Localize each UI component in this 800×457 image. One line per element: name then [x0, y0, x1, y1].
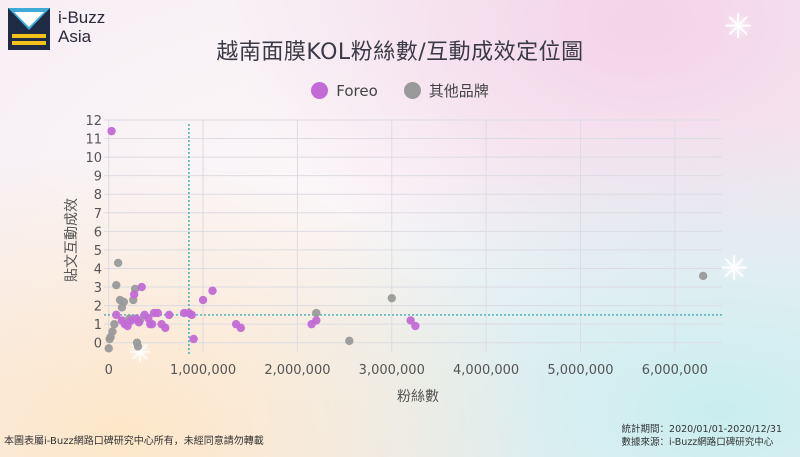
data-point-other-brands	[112, 280, 121, 290]
data-point-other-brands	[387, 293, 396, 303]
data-point-foreo	[137, 282, 146, 292]
brand-name-line2: Asia	[58, 27, 92, 46]
sparkle-icon: ✳	[724, 7, 753, 47]
i-buzz-logo-icon	[8, 8, 50, 50]
chart-legend: Foreo 其他品牌	[0, 80, 800, 101]
data-point-other-brands	[133, 342, 143, 351]
legend-label-other-brands: 其他品牌	[428, 82, 489, 100]
reference-lines	[104, 124, 722, 354]
data-point-foreo	[406, 316, 415, 325]
footer-info: 統計期間：2020/01/01-2020/12/31 數據來源：i-Buzz網路…	[622, 423, 782, 449]
y-tick-label: 6	[94, 225, 102, 240]
x-tick-label: 1,000,000	[170, 363, 236, 378]
x-tick-label: 2,000,000	[264, 363, 330, 378]
data-source: 數據來源：i-Buzz網路口碑研究中心	[621, 437, 774, 448]
data-point-other-brands	[110, 319, 119, 329]
data-point-foreo	[189, 334, 198, 344]
y-tick-label: 8	[94, 188, 102, 203]
y-tick-label: 7	[94, 207, 102, 222]
data-point-other-brands	[345, 336, 354, 346]
x-axis-label: 粉絲數	[397, 389, 439, 405]
stat-period: 統計期間：2020/01/01-2020/12/31	[621, 424, 782, 435]
data-point-other-brands	[104, 344, 113, 353]
data-point-foreo	[198, 295, 208, 305]
data-point-foreo	[129, 290, 139, 299]
y-tick-label: 0	[94, 337, 102, 352]
y-tick-label: 10	[85, 151, 102, 166]
y-tick-label: 11	[85, 133, 102, 148]
x-tick-label: 3,000,000	[359, 363, 425, 378]
y-tick-label: 2	[94, 300, 102, 315]
data-point-foreo	[112, 310, 121, 320]
data-point-foreo	[147, 319, 157, 329]
y-tick-label: 5	[94, 244, 102, 259]
chart-grid	[104, 119, 722, 352]
x-tick-label: 4,000,000	[453, 363, 519, 378]
data-point-foreo	[161, 323, 170, 333]
legend-item-other-brands: 其他品牌	[403, 80, 489, 101]
data-point-foreo	[236, 323, 246, 333]
legend-marker-foreo	[311, 82, 329, 99]
x-tick-label: 5,000,000	[547, 363, 613, 378]
brand-logo: i-Buzz Asia	[8, 8, 105, 50]
data-point-foreo	[312, 316, 321, 325]
x-tick-label: 6,000,000	[642, 363, 708, 378]
data-point-foreo	[107, 126, 116, 136]
chart-title: 越南面膜KOL粉絲數/互動成效定位圖	[216, 40, 584, 65]
data-points	[104, 126, 708, 353]
y-tick-label: 3	[94, 281, 102, 296]
data-point-other-brands	[312, 308, 321, 318]
data-point-foreo	[164, 310, 174, 320]
y-tick-label: 9	[94, 170, 102, 185]
copyright-notice: 本圖表屬i-Buzz網路口碑研究中心所有，未經同意請勿轉載	[4, 436, 264, 447]
data-point-other-brands	[119, 297, 129, 307]
data-point-other-brands	[698, 271, 708, 281]
data-point-other-brands	[113, 258, 123, 268]
data-point-foreo	[208, 286, 217, 295]
legend-item-foreo: Foreo	[311, 80, 378, 101]
x-axis-ticks: 0 1,000,000 2,000,000 3,000,000 4,000,000 5,0…	[105, 363, 708, 378]
data-point-foreo	[187, 310, 196, 320]
x-tick-label: 0	[105, 363, 113, 378]
brand-name-line1: i-Buzz	[58, 8, 106, 27]
data-point-foreo	[134, 318, 144, 327]
sparkle-icon: ✳	[720, 249, 749, 289]
y-axis-label: 貼文互動成效	[64, 198, 80, 282]
data-point-other-brands	[108, 327, 117, 336]
data-point-foreo	[411, 321, 420, 331]
y-tick-label: 4	[94, 262, 102, 277]
y-tick-label: 1	[94, 318, 102, 333]
data-point-foreo	[153, 308, 162, 318]
legend-marker-other-brands	[403, 82, 421, 99]
y-tick-label: 12	[85, 114, 102, 129]
legend-label-foreo: Foreo	[336, 81, 378, 100]
